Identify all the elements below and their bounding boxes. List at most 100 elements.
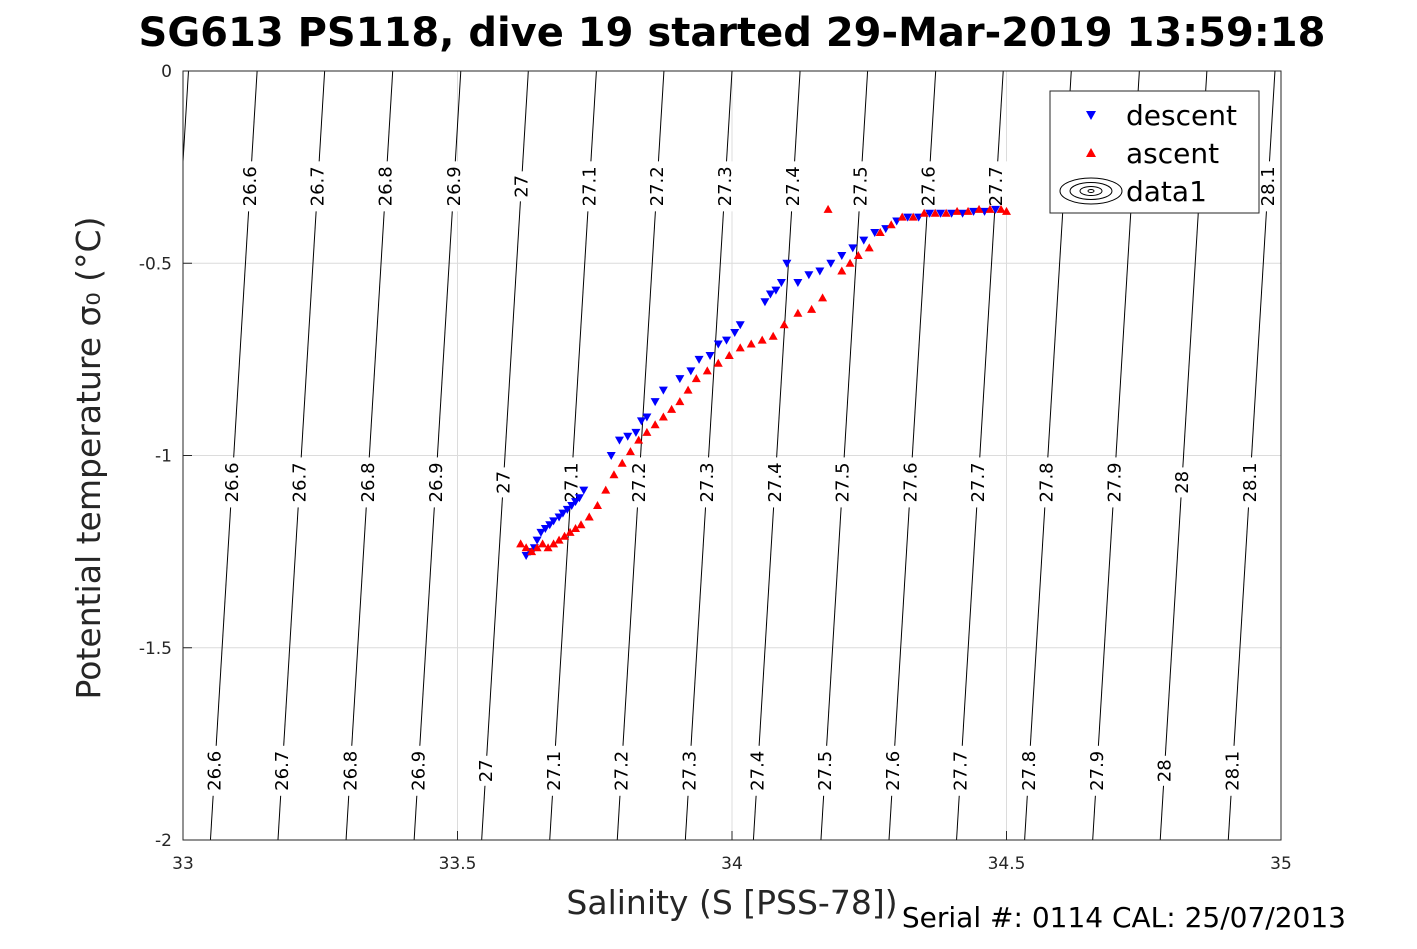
descent-point (705, 352, 715, 361)
legend-label-descent: descent (1126, 99, 1237, 132)
contour-label: 28.1 (1258, 166, 1279, 206)
ascent-point (724, 351, 734, 360)
contour-label-gap (202, 745, 227, 796)
descent-point (642, 413, 652, 422)
x-tick-label: 35 (1270, 854, 1292, 874)
contour-label: 27.1 (544, 751, 565, 791)
ascent-point (875, 227, 885, 236)
y-tick-label: -1.5 (139, 639, 172, 659)
contour-label: 28.1 (1222, 751, 1243, 791)
contour-label: 26.7 (308, 166, 329, 206)
isopycnal-labels: 26.6 26.7 26.8 26.9 27 27.1 27.2 27.3 27.4 27.5 27… (202, 161, 1280, 796)
contour-label: 27.1 (561, 462, 582, 502)
contour-label-gap (473, 755, 498, 786)
contour-label: 27.4 (765, 462, 786, 502)
ascent-point (571, 524, 581, 533)
ascent-point (675, 397, 685, 406)
contour-label-gap (745, 745, 770, 796)
ascent-point (702, 366, 712, 375)
y-axis-label: Potential temperature σ₀ (°C) (69, 217, 108, 700)
descent-point (848, 244, 858, 253)
descent-point (571, 498, 581, 507)
descent-point (735, 321, 745, 330)
ascent-series (516, 204, 1011, 556)
descent-point (549, 517, 559, 526)
contour-label-gap (695, 457, 720, 508)
contour-label: 26.7 (272, 751, 293, 791)
ascent-point (543, 543, 553, 552)
descent-point (579, 486, 589, 495)
contour-label: 27.6 (919, 166, 940, 206)
contour-label: 27 (493, 471, 514, 494)
ascent-point (930, 208, 940, 217)
ascent-point (516, 539, 526, 548)
contour-label-gap (830, 457, 855, 508)
contour-label: 26.7 (290, 462, 311, 502)
descent-point (562, 505, 572, 514)
descent-point (536, 528, 546, 537)
contour-label-gap (1016, 745, 1041, 796)
ascent-point (793, 308, 803, 317)
ascent-point (642, 427, 652, 436)
contour-label-gap (541, 745, 566, 796)
descent-point (760, 298, 770, 307)
descent-point (969, 207, 979, 216)
contour-label: 26.8 (376, 166, 397, 206)
contour-label-gap (813, 745, 838, 796)
descent-point (540, 525, 550, 534)
contour-label: 27 (511, 175, 532, 198)
ascent-point (617, 458, 627, 467)
ascent-point (985, 204, 995, 213)
contour-label-gap (848, 161, 873, 212)
ascent-point (549, 539, 559, 548)
descent-point (771, 286, 781, 295)
contour-label-gap (1084, 745, 1109, 796)
chart-title: SG613 PS118, dive 19 started 29-Mar-2019… (139, 10, 1326, 56)
descent-point (558, 509, 568, 518)
descent-point (554, 513, 564, 522)
descent-point (765, 290, 775, 299)
ascent-point (538, 539, 548, 548)
descent-point (936, 209, 946, 218)
ascent-point (919, 208, 929, 217)
ascent-point (779, 320, 789, 329)
ascent-point (974, 204, 984, 213)
contour-label-gap (355, 457, 380, 508)
contour-label-gap (1152, 755, 1177, 786)
contour-label: 27.8 (1019, 751, 1040, 791)
contour-label: 27.9 (1087, 751, 1108, 791)
ascent-point (658, 412, 668, 421)
x-axis-label: Salinity (S [PSS-78]) (566, 883, 897, 922)
ascent-point (565, 527, 575, 536)
contour-label: 27.5 (833, 462, 854, 502)
descent-point (991, 205, 1001, 214)
contour-label-gap (423, 457, 448, 508)
contour-label: 27.2 (647, 166, 668, 206)
ascent-point (592, 500, 602, 509)
contour-legend-icon (1059, 177, 1123, 205)
descent-series (521, 205, 1001, 560)
descent-point (947, 209, 957, 218)
descent-point (730, 328, 740, 337)
contour-label-gap (238, 161, 263, 212)
contour-label: 27.4 (748, 751, 769, 791)
ascent-point (952, 206, 962, 215)
ascent-point (634, 435, 644, 444)
contour-label-gap (948, 745, 973, 796)
contour-label: 27.9 (1104, 462, 1125, 502)
legend-box (1049, 90, 1260, 214)
contour-label-gap (373, 161, 398, 212)
contour-label: 26.8 (340, 751, 361, 791)
descent-point (532, 536, 542, 545)
contour-label: 26.9 (426, 462, 447, 502)
legend: descent ascent data1 (1049, 90, 1260, 214)
contour-label-gap (1237, 457, 1262, 508)
ascent-point (746, 339, 756, 348)
contour-label-gap (270, 745, 295, 796)
contour-label-gap (713, 161, 738, 212)
contour-label: 27 (476, 759, 497, 782)
ascent-point (560, 531, 570, 540)
ascent-legend-marker (1086, 148, 1096, 157)
legend-label-data1: data1 (1126, 175, 1207, 208)
contour-label-gap (1034, 457, 1059, 508)
